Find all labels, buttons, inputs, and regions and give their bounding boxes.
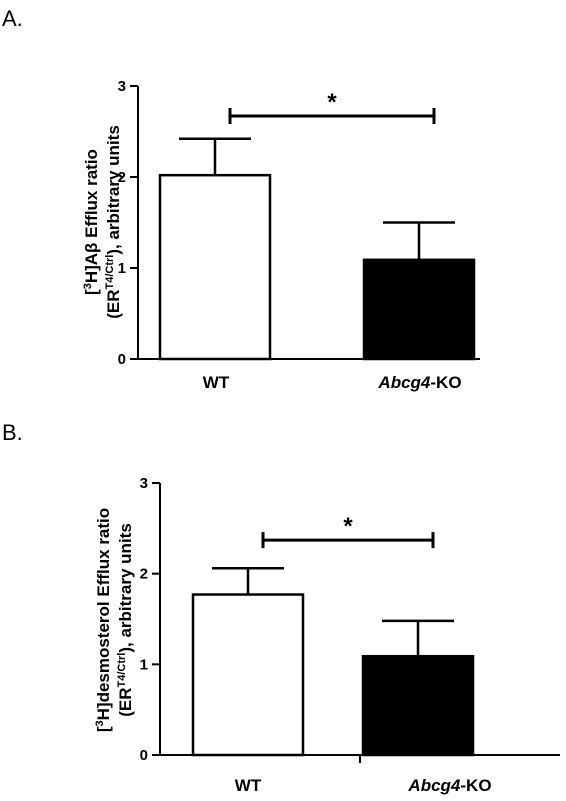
panel-a-y-tick-label-3: 3	[118, 78, 126, 95]
panel-a-bars	[158, 137, 476, 361]
panel-a: A. [3H]Aβ Efflux ratio (ERT4/Ctrl), arbi…	[2, 6, 480, 392]
panel-a-ticks: 0 1 2 3	[118, 78, 138, 368]
panel-b-label: B.	[2, 420, 23, 445]
panel-b-ticks: 0 1 2 3	[140, 475, 160, 764]
panel-b-y-tick-label-3: 3	[140, 475, 148, 492]
panel-b-bar-1	[361, 654, 475, 757]
panel-b-significance: *	[261, 513, 435, 549]
panel-a-bar-0	[158, 173, 272, 361]
panel-a-significance-star: *	[327, 89, 337, 116]
panel-a-ylabel-line2: (ERT4/Ctrl), arbitrary units	[104, 125, 123, 319]
panel-b-category-wt: WT	[235, 776, 262, 795]
panel-b-y-axis-label: [3H]desmosterol Efflux ratio (ERT4/Ctrl)…	[94, 508, 135, 732]
panel-a-y-tick-label-1: 1	[118, 260, 126, 277]
panel-a-y-tick-label-2: 2	[118, 169, 126, 186]
panel-b-category-ko: Abcg4-KO	[407, 776, 491, 795]
panel-b-bar-0	[191, 593, 305, 757]
panel-b-y-tick-label-0: 0	[140, 747, 148, 764]
panel-a-label: A.	[2, 6, 23, 31]
panel-a-y-axis-label: [3H]Aβ Efflux ratio (ERT4/Ctrl), arbitra…	[82, 125, 123, 319]
panel-a-y-tick-label-0: 0	[118, 351, 126, 368]
panel-b-significance-star: *	[343, 513, 353, 540]
panel-a-significance: *	[228, 89, 436, 125]
panel-a-category-wt: WT	[203, 373, 230, 392]
panel-a-category-ko: Abcg4-KO	[377, 373, 461, 392]
panel-b-y-tick-label-1: 1	[140, 656, 148, 673]
panel-b-y-tick-label-2: 2	[140, 566, 148, 583]
panel-b-ylabel-line1: [3H]desmosterol Efflux ratio	[94, 508, 113, 732]
panel-b: B. [3H]desmosterol Efflux ratio (ERT4/Ct…	[2, 420, 560, 795]
panel-b-bars	[191, 566, 475, 757]
panel-a-ylabel-line1: [3H]Aβ Efflux ratio	[82, 149, 101, 295]
panel-b-ylabel-line2: (ERT4/Ctrl), arbitrary units	[116, 523, 135, 717]
panel-a-bar-1	[362, 258, 476, 361]
